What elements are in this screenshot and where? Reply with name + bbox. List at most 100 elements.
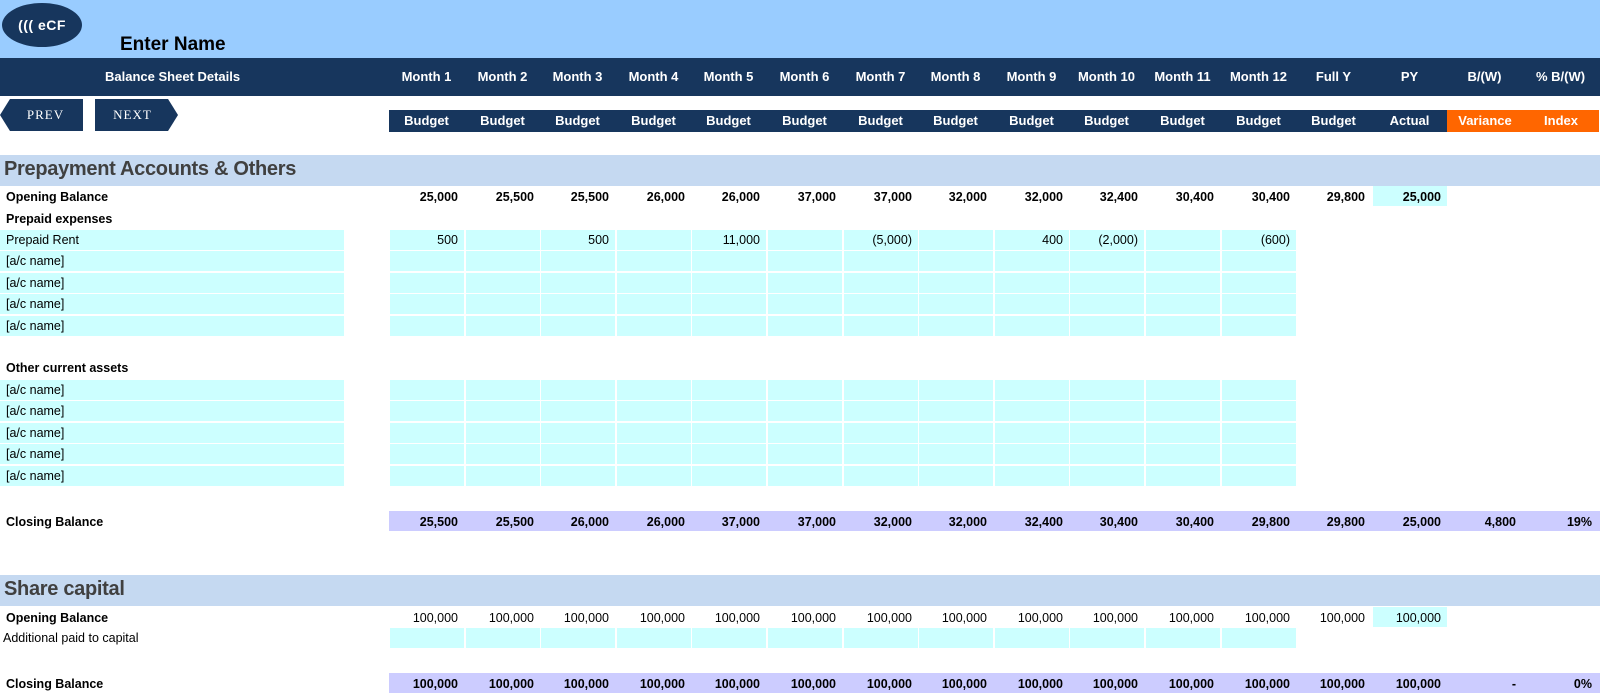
input-cell[interactable] [541,380,615,400]
input-cell[interactable] [844,465,918,486]
input-cell[interactable] [390,380,464,400]
input-cell[interactable] [466,422,540,443]
input-cell[interactable] [617,315,691,336]
input-cell[interactable] [1070,444,1144,465]
input-cell[interactable] [1222,465,1296,486]
account-label-cell[interactable] [0,401,344,422]
input-cell[interactable] [768,251,842,272]
input-cell[interactable] [466,272,540,293]
input-cell[interactable] [617,294,691,315]
input-cell[interactable] [919,444,993,465]
input-cell[interactable] [768,628,842,648]
input-cell[interactable] [1070,251,1144,272]
input-cell[interactable] [919,272,993,293]
input-cell[interactable] [1146,628,1220,648]
input-cell[interactable] [541,422,615,443]
input-cell[interactable] [768,294,842,315]
input-cell[interactable] [919,422,993,443]
input-cell[interactable] [844,294,918,315]
input-cell[interactable] [995,380,1069,400]
input-cell[interactable] [919,315,993,336]
account-label-cell[interactable] [0,444,344,465]
input-cell[interactable] [1146,251,1220,272]
input-cell[interactable] [466,294,540,315]
input-cell[interactable] [541,315,615,336]
input-cell[interactable] [768,401,842,422]
account-label-cell[interactable] [0,422,344,443]
input-cell[interactable] [617,272,691,293]
input-cell[interactable] [692,422,766,443]
input-cell[interactable] [692,401,766,422]
input-cell[interactable] [995,628,1069,648]
input-cell[interactable] [692,444,766,465]
input-cell[interactable] [541,272,615,293]
input-cell[interactable] [692,294,766,315]
input-cell[interactable] [617,401,691,422]
input-cell[interactable] [541,401,615,422]
input-cell[interactable] [995,444,1069,465]
input-cell[interactable] [919,230,993,250]
input-cell[interactable] [1146,465,1220,486]
input-cell[interactable] [844,444,918,465]
account-label-cell[interactable] [0,294,344,315]
input-cell[interactable] [617,251,691,272]
input-cell[interactable] [390,230,464,250]
input-cell[interactable] [995,422,1069,443]
input-cell[interactable] [466,380,540,400]
input-cell[interactable] [617,380,691,400]
input-cell[interactable] [1222,251,1296,272]
input-cell[interactable] [1146,444,1220,465]
input-cell[interactable] [844,628,918,648]
input-cell[interactable] [390,315,464,336]
input-cell[interactable] [617,422,691,443]
input-cell[interactable] [844,230,918,250]
input-cell[interactable] [844,401,918,422]
prev-button[interactable]: PREV [0,99,83,131]
account-label-cell[interactable] [0,315,344,336]
input-cell[interactable] [995,315,1069,336]
input-cell[interactable] [692,380,766,400]
account-label-cell[interactable] [0,465,344,486]
input-cell[interactable] [1070,422,1144,443]
input-cell[interactable] [466,465,540,486]
input-cell[interactable] [692,230,766,250]
input-cell[interactable] [390,251,464,272]
account-label-cell[interactable] [0,251,344,272]
input-cell[interactable] [768,230,842,250]
input-cell[interactable] [1222,401,1296,422]
input-cell[interactable] [541,251,615,272]
input-cell[interactable] [692,628,766,648]
input-cell[interactable] [390,272,464,293]
input-cell[interactable] [390,422,464,443]
input-cell[interactable] [466,315,540,336]
py-input-cell[interactable] [1373,186,1447,206]
input-cell[interactable] [995,401,1069,422]
input-cell[interactable] [995,251,1069,272]
input-cell[interactable] [617,628,691,648]
input-cell[interactable] [692,251,766,272]
input-cell[interactable] [844,251,918,272]
input-cell[interactable] [995,272,1069,293]
input-cell[interactable] [919,401,993,422]
input-cell[interactable] [844,272,918,293]
account-label-cell[interactable] [0,272,344,293]
input-cell[interactable] [919,380,993,400]
input-cell[interactable] [1222,628,1296,648]
input-cell[interactable] [844,422,918,443]
input-cell[interactable] [1070,401,1144,422]
input-cell[interactable] [390,444,464,465]
input-cell[interactable] [844,380,918,400]
input-cell[interactable] [1070,230,1144,250]
account-label-cell[interactable] [0,380,344,400]
input-cell[interactable] [466,230,540,250]
input-cell[interactable] [541,230,615,250]
input-cell[interactable] [541,628,615,648]
input-cell[interactable] [1146,315,1220,336]
input-cell[interactable] [1222,315,1296,336]
input-cell[interactable] [1070,465,1144,486]
py-input-cell[interactable] [1373,607,1447,627]
input-cell[interactable] [617,230,691,250]
input-cell[interactable] [692,272,766,293]
input-cell[interactable] [390,628,464,648]
input-cell[interactable] [1146,272,1220,293]
